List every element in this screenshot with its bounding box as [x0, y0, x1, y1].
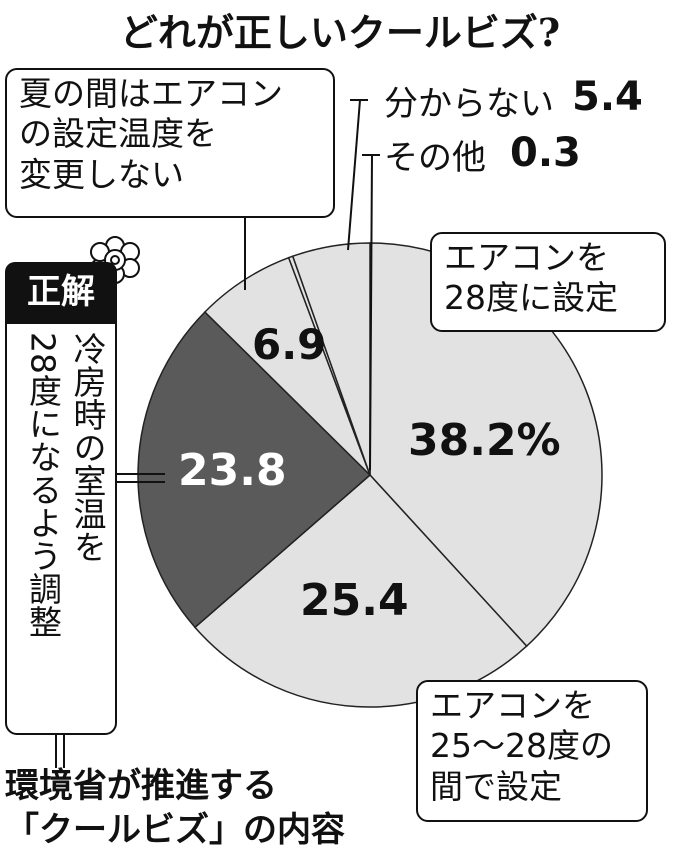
- category-label: 分からない: [384, 84, 554, 124]
- value-label: 25.4: [300, 575, 409, 626]
- value-label: 5.4: [572, 74, 643, 120]
- leaders: [55, 99, 380, 768]
- value-label: 23.8: [178, 445, 287, 496]
- value-label: 38.2%: [408, 415, 561, 466]
- pie-slice: [137, 310, 372, 629]
- pie-slice: [193, 473, 528, 708]
- badge: 正解: [5, 262, 117, 322]
- category-label: エアコンを 28度に設定: [430, 232, 666, 332]
- pie: [137, 242, 603, 708]
- category-label: 冷房時の室温を 28度になるよう調整: [5, 322, 117, 735]
- category-label: エアコンを 25～28度の 間で設定: [416, 680, 648, 822]
- category-label: 夏の間はエアコン の設定温度を 変更しない: [5, 68, 335, 218]
- pie-slice: [291, 242, 371, 476]
- chart-title: どれが正しいクールビズ?: [119, 10, 561, 55]
- value-label: 0.3: [510, 130, 581, 176]
- footnote: 環境省が推進する 「クールビズ」の内容: [5, 766, 345, 851]
- category-label: その他: [384, 138, 486, 178]
- value-label: 6.9: [252, 320, 327, 369]
